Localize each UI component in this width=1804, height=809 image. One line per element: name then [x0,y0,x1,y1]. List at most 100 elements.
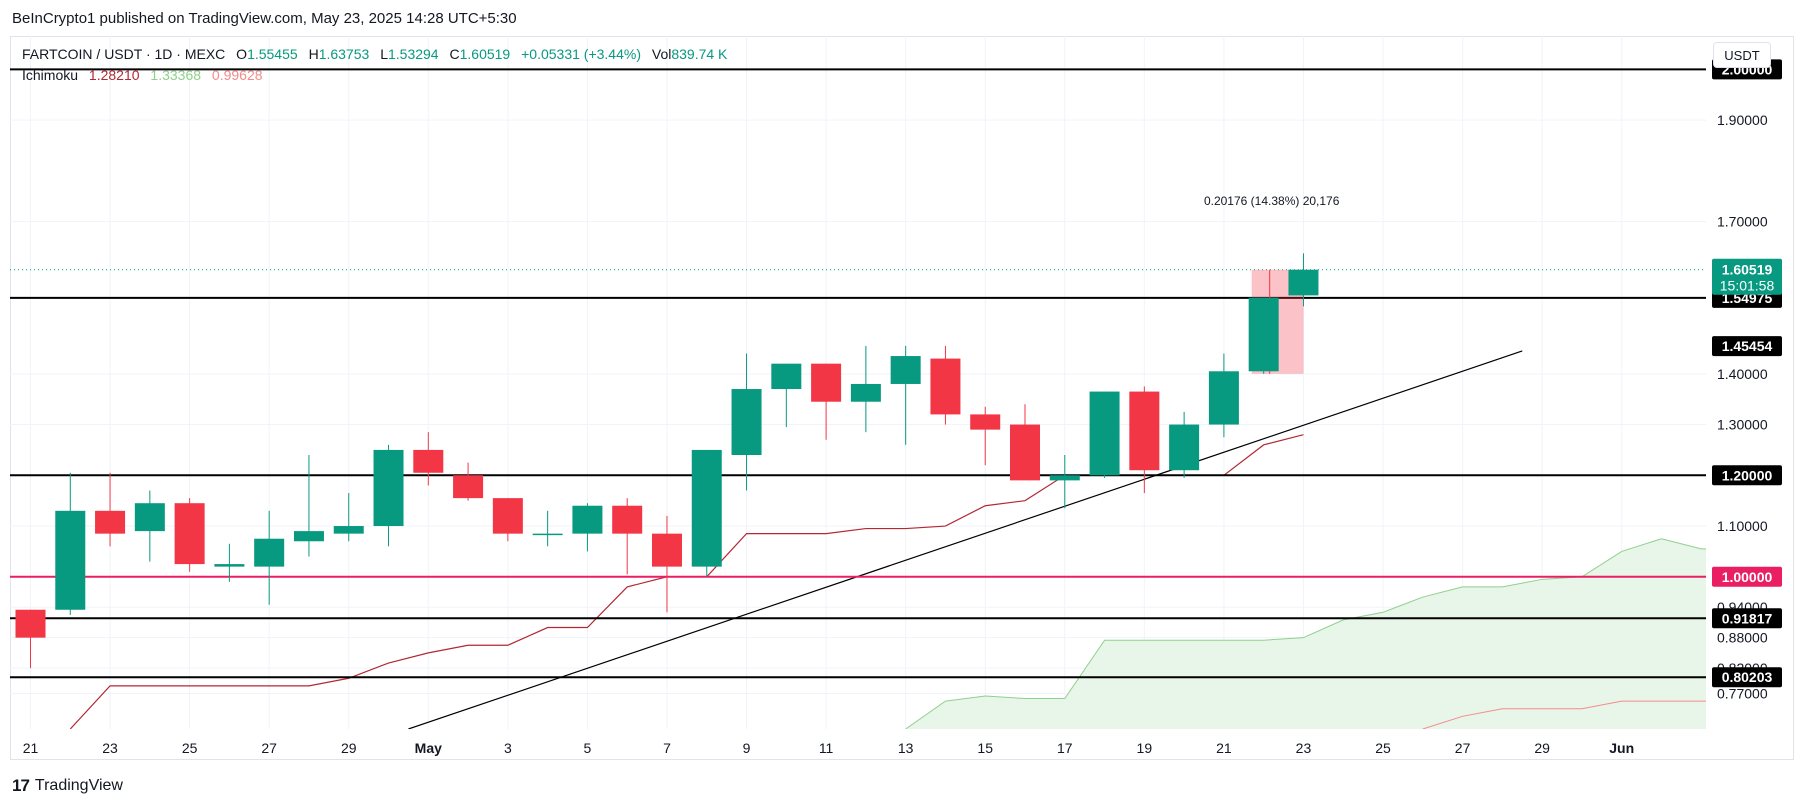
price-level-label: 1.20000 [1722,467,1773,483]
symbol-label[interactable]: FARTCOIN / USDT · 1D · MEXC [22,46,226,62]
x-tick-label: 21 [23,740,39,756]
publish-line: BeInCrypto1 published on TradingView.com… [12,10,517,27]
y-tick-label: 1.10000 [1717,518,1768,534]
candle-body [134,503,165,532]
y-tick-label: 1.40000 [1717,366,1768,382]
candle-body [95,510,126,534]
tradingview-brand: TradingView [34,777,123,794]
currency-button[interactable]: USDT [1713,42,1771,68]
candle-body [214,564,245,567]
ichimoku-span-b-line [1422,700,1706,729]
last-price-tag [1712,258,1782,295]
chart-legend: FARTCOIN / USDT · 1D · MEXC O1.55455 H1.… [22,44,727,86]
candle-body [731,389,762,455]
candle-body [413,449,444,473]
candle-body [55,510,86,610]
plot-area [10,36,1706,729]
chart-frame [10,36,1794,760]
x-tick-label: 15 [977,740,993,756]
ichimoku-baseline-value: 1.28210 [88,67,140,83]
y-tick-label: 1.70000 [1717,214,1768,230]
x-tick-label: 19 [1137,740,1153,756]
candle-body [572,505,603,534]
candle-body [930,358,961,415]
x-tick-label: 29 [1534,740,1550,756]
candle-body [15,609,46,638]
measure-label: 0.20176 (14.38%) 20,176 [1204,194,1340,208]
trendline [408,350,1523,729]
price-level-tag [1712,667,1782,688]
candle-body [970,414,1001,430]
y-tick-label: 0.77000 [1717,685,1768,701]
price-level-tag [1712,336,1782,357]
candle-body [1049,475,1080,481]
price-level-tag [1712,608,1782,629]
ohlc-row: FARTCOIN / USDT · 1D · MEXC O1.55455 H1.… [22,44,727,65]
close-label: C [449,46,460,62]
candle-body [651,533,682,567]
x-tick-label: 13 [898,740,914,756]
tradingview-logo[interactable]: 17 TradingView [12,776,123,796]
ichimoku-span-b-value: 0.99628 [211,67,263,83]
candle-body [453,475,484,499]
x-tick-label: 27 [1455,740,1471,756]
price-level-label: 0.91817 [1722,610,1773,626]
x-tick-label: 23 [102,740,118,756]
x-tick-label: 23 [1296,740,1312,756]
candle-body [174,503,205,565]
candle-body [1010,424,1040,481]
candle-body [373,449,404,527]
candle-body [1288,269,1319,296]
x-tick-label: 3 [504,740,512,756]
candle-body [691,449,722,567]
volume-label: Vol [651,46,672,62]
price-level-label: 1.00000 [1722,569,1773,585]
x-tick-label: 11 [819,740,834,756]
candle-body [771,363,802,390]
candle-body [1129,391,1160,471]
y-tick-label: 1.30000 [1717,417,1768,433]
candle-body [1248,297,1279,372]
open-label: O [236,46,248,62]
low-value: 1.53294 [387,46,439,62]
ichimoku-span-a-value: 1.33368 [150,67,202,83]
price-level-tag [1712,465,1782,486]
x-tick-label: 21 [1216,740,1232,756]
candle-body [254,538,285,567]
tradingview-logo-icon: 17 [12,776,30,795]
last-price-label: 1.60519 [1722,262,1773,278]
candle-body [1089,391,1120,476]
ichimoku-cloud [905,538,1706,729]
x-tick-label: 5 [584,740,592,756]
low-label: L [380,46,388,62]
candle-body [890,356,921,384]
x-tick-label: 25 [182,740,198,756]
x-tick-label: May [415,740,442,756]
price-level-tag [1712,566,1782,587]
change-value: +0.05331 (+3.44%) [521,46,641,62]
candle-body [333,526,364,534]
price-level-label: 1.45454 [1722,338,1773,354]
price-level-label: 0.80203 [1722,669,1773,685]
y-tick-label: 1.90000 [1717,112,1768,128]
ichimoku-span-a-line [905,538,1706,729]
open-value: 1.55455 [247,46,298,62]
high-label: H [308,46,319,62]
ichimoku-label[interactable]: Ichimoku [22,67,79,83]
candle-body [492,498,523,534]
high-value: 1.63753 [318,46,370,62]
x-tick-label: Jun [1609,740,1634,756]
close-value: 1.60519 [459,46,511,62]
candle-body [532,533,563,536]
countdown-label: 15:01:58 [1720,278,1775,294]
x-tick-label: 29 [341,740,357,756]
x-tick-label: 7 [663,740,671,756]
y-tick-label: 0.88000 [1717,630,1768,646]
candle-body [293,531,324,542]
x-tick-label: 27 [261,740,277,756]
x-tick-label: 25 [1375,740,1391,756]
candle-body [1169,424,1200,471]
candle-body [811,363,842,402]
volume-value: 839.74 K [671,46,728,62]
